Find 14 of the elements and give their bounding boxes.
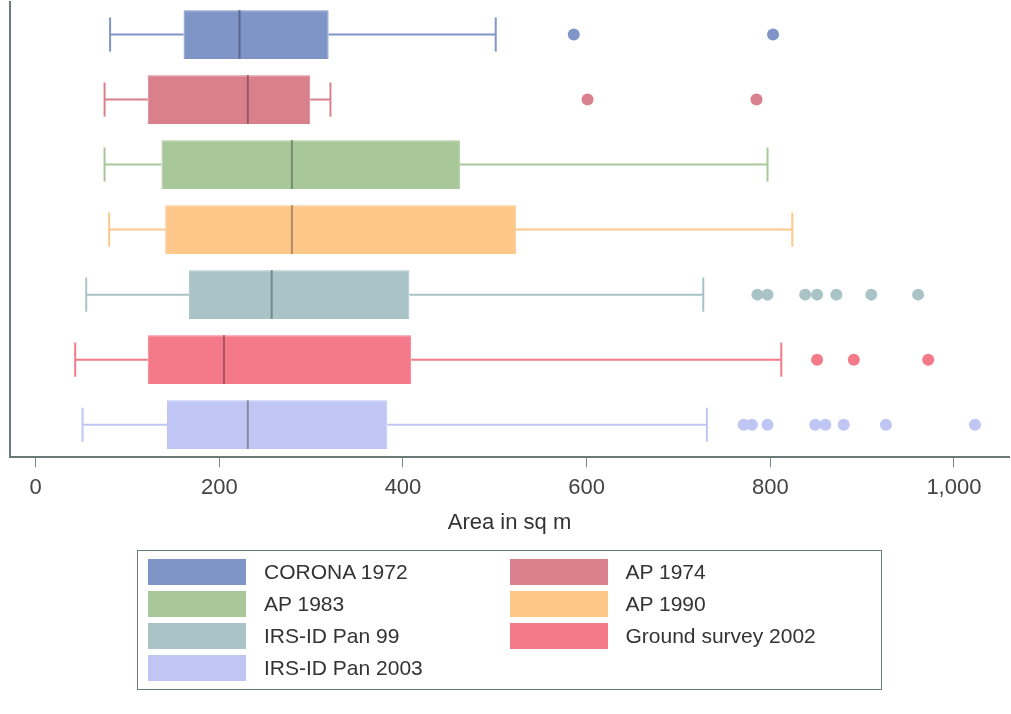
x-tick-label: 200	[200, 474, 238, 500]
legend-label: CORONA 1972	[264, 560, 408, 584]
x-tick-label: 0	[29, 474, 42, 500]
legend-label: IRS-ID Pan 2003	[264, 656, 423, 680]
legend-label: AP 1990	[625, 592, 706, 616]
legend-label: AP 1974	[625, 560, 706, 584]
x-axis-title: Area in sq m	[447, 508, 572, 534]
legend-label: Ground survey 2002	[625, 624, 816, 648]
legend-label: IRS-ID Pan 99	[264, 624, 400, 648]
x-tick-label: 1,000	[926, 474, 982, 500]
x-tick-label: 600	[568, 474, 605, 500]
x-tick-label: 400	[384, 474, 422, 500]
legend-label: AP 1983	[264, 592, 345, 616]
x-tick-label: 800	[751, 474, 789, 500]
